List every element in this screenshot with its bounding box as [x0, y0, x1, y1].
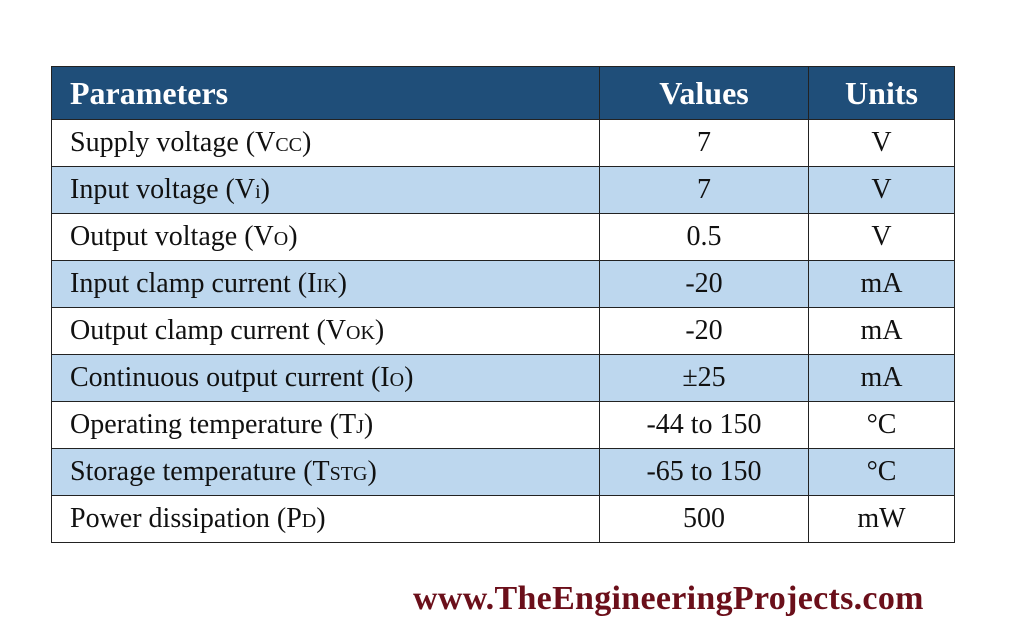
parameter-close: )	[374, 315, 385, 346]
parameter-subscript: OK	[346, 322, 375, 344]
parameter-subscript: O	[389, 369, 405, 391]
unit-cell: mW	[808, 495, 955, 543]
table-row: Supply voltage (VCC) 7 V	[51, 119, 955, 167]
parameter-name: Power dissipation (P	[70, 503, 302, 534]
unit-cell: °C	[808, 401, 955, 449]
parameter-name: Operating temperature (T	[70, 409, 357, 440]
table-row: Power dissipation (PD) 500 mW	[51, 495, 955, 543]
parameter-cell: Output voltage (VO)	[51, 213, 600, 261]
parameter-close: )	[288, 221, 298, 252]
parameter-close: )	[404, 362, 414, 393]
table-header-row: Parameters Values Units	[51, 66, 955, 120]
parameter-close: )	[316, 503, 326, 534]
table-row: Output voltage (VO) 0.5 V	[51, 213, 955, 261]
parameter-cell: Supply voltage (VCC)	[51, 119, 600, 167]
value-cell: -20	[599, 307, 809, 355]
parameter-name: Output clamp current (V	[70, 315, 347, 346]
unit-cell: mA	[808, 307, 955, 355]
parameter-close: )	[337, 268, 347, 299]
parameter-subscript: STG	[329, 463, 368, 485]
table-row: Continuous output current (IO) ±25 mA	[51, 354, 955, 402]
header-values: Values	[599, 66, 809, 120]
parameter-subscript: IK	[316, 275, 338, 297]
parameter-cell: Power dissipation (PD)	[51, 495, 600, 543]
unit-cell: V	[808, 119, 955, 167]
parameter-name: Continuous output current (I	[70, 362, 390, 393]
parameter-cell: Operating temperature (TJ)	[51, 401, 600, 449]
parameter-name: Storage temperature (T	[70, 456, 330, 487]
website-watermark: www.TheEngineeringProjects.com	[413, 580, 924, 617]
header-parameters: Parameters	[51, 66, 600, 120]
table-row: Operating temperature (TJ) -44 to 150 °C	[51, 401, 955, 449]
unit-cell: V	[808, 166, 955, 214]
parameter-name: Output voltage (V	[70, 221, 274, 252]
value-cell: 0.5	[599, 213, 809, 261]
value-cell: ±25	[599, 354, 809, 402]
parameter-cell: Storage temperature (TSTG)	[51, 448, 600, 496]
value-cell: -65 to 150	[599, 448, 809, 496]
parameter-cell: Input clamp current (IIK)	[51, 260, 600, 308]
value-cell: 7	[599, 119, 809, 167]
parameter-name: Supply voltage (V	[70, 127, 276, 158]
parameter-subscript: D	[301, 510, 317, 532]
parameter-name: Input voltage (V	[70, 174, 256, 205]
value-cell: 7	[599, 166, 809, 214]
unit-cell: mA	[808, 260, 955, 308]
parameter-subscript: J	[356, 416, 364, 438]
table-row: Output clamp current (VOK) -20 mA	[51, 307, 955, 355]
parameters-table: Parameters Values Units Supply voltage (…	[51, 66, 955, 543]
parameter-cell: Continuous output current (IO)	[51, 354, 600, 402]
value-cell: -20	[599, 260, 809, 308]
table-row: Input voltage (Vi) 7 V	[51, 166, 955, 214]
parameter-subscript: O	[273, 228, 289, 250]
parameter-close: )	[363, 409, 374, 440]
table-row: Input clamp current (IIK) -20 mA	[51, 260, 955, 308]
parameter-subscript: i	[255, 181, 261, 203]
parameter-close: )	[302, 127, 312, 158]
parameter-close: )	[260, 174, 270, 205]
unit-cell: °C	[808, 448, 955, 496]
parameter-name: Input clamp current (I	[70, 268, 317, 299]
table-row: Storage temperature (TSTG) -65 to 150 °C	[51, 448, 955, 496]
header-units: Units	[808, 66, 955, 120]
parameter-close: )	[367, 456, 377, 487]
value-cell: 500	[599, 495, 809, 543]
parameter-subscript: CC	[275, 134, 302, 156]
unit-cell: mA	[808, 354, 955, 402]
parameter-cell: Input voltage (Vi)	[51, 166, 600, 214]
value-cell: -44 to 150	[599, 401, 809, 449]
unit-cell: V	[808, 213, 955, 261]
parameter-cell: Output clamp current (VOK)	[51, 307, 600, 355]
